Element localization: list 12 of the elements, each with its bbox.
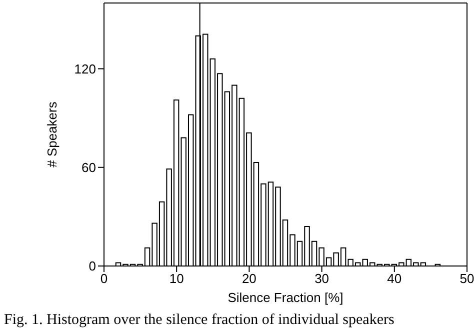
y-tick-label: 60 bbox=[82, 160, 96, 175]
y-tick-label: 120 bbox=[74, 61, 96, 76]
x-tick-label: 20 bbox=[242, 271, 256, 286]
x-axis-title: Silence Fraction [%] bbox=[228, 290, 344, 305]
x-tick-label: 50 bbox=[460, 271, 474, 286]
caption: Fig. 1. Histogram over the silence fraction of individual speakers bbox=[3, 312, 396, 329]
y-tick-label: 0 bbox=[88, 258, 96, 274]
x-tick-label: 10 bbox=[169, 271, 184, 286]
y-axis-title: # Speakers bbox=[44, 101, 60, 168]
x-tick-label: 40 bbox=[387, 271, 402, 286]
x-tick-label: 30 bbox=[314, 271, 330, 286]
x-tick-label: 0 bbox=[100, 271, 108, 286]
